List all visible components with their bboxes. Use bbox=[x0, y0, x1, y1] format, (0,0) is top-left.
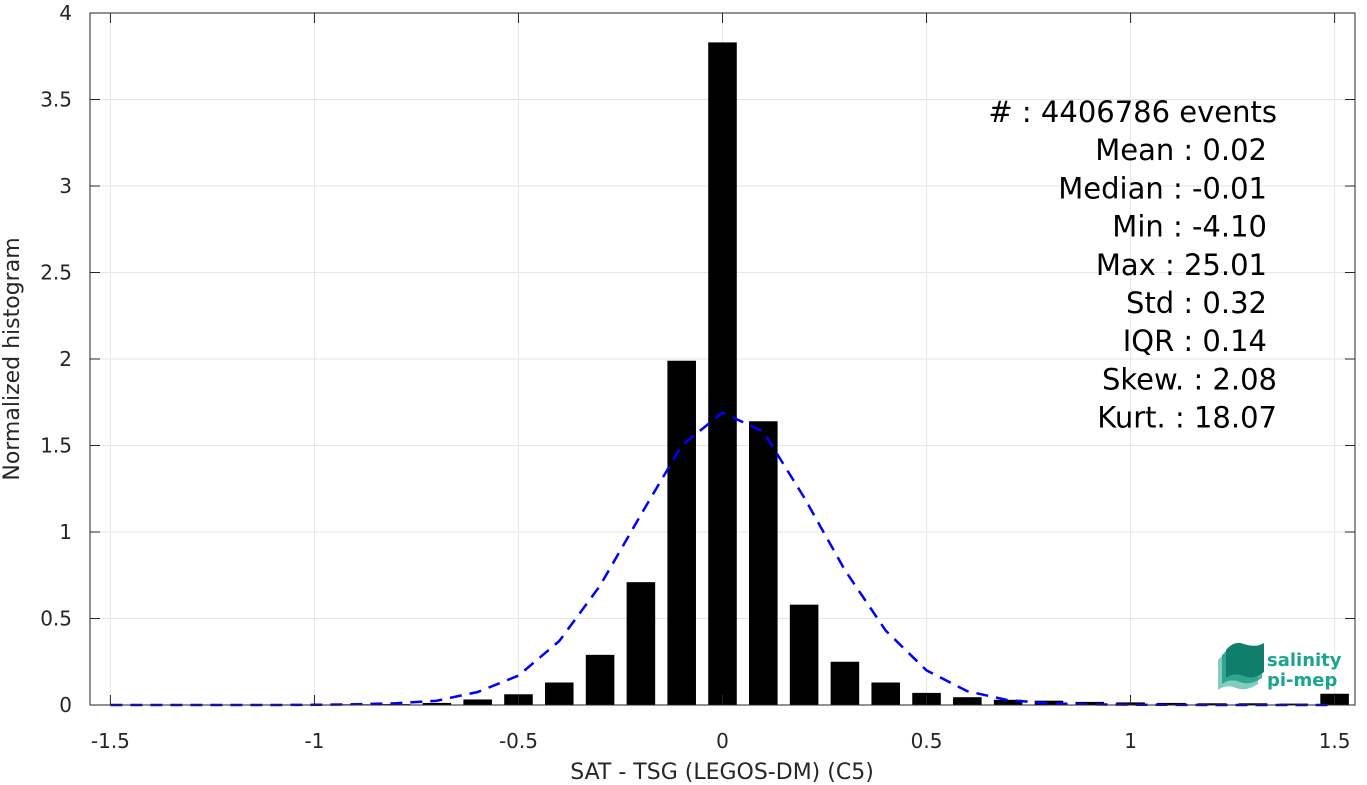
histogram-bar bbox=[789, 604, 819, 705]
x-tick-label: 1.5 bbox=[1319, 729, 1351, 753]
x-tick-label: -1.5 bbox=[91, 729, 130, 753]
y-tick-label: 2.5 bbox=[40, 261, 72, 285]
histogram-bar bbox=[1197, 703, 1227, 705]
y-tick-label: 0.5 bbox=[40, 607, 72, 631]
stats-line: Max : 25.01 bbox=[1096, 248, 1267, 282]
histogram-bar bbox=[1075, 701, 1105, 705]
axes-frame bbox=[89, 12, 1356, 706]
y-tick-label: 1.5 bbox=[40, 434, 72, 458]
y-tick-label: 2 bbox=[59, 347, 72, 371]
stats-box: # : 4406786 events Mean : 0.02 Median : -0… bbox=[988, 95, 1277, 435]
histogram-bar bbox=[871, 682, 901, 705]
stats-line: Kurt. : 18.07 bbox=[1097, 401, 1277, 435]
histogram-bar bbox=[422, 702, 452, 705]
y-tick-label: 3.5 bbox=[40, 88, 72, 112]
histogram-bar bbox=[953, 697, 982, 705]
logo-waves-icon bbox=[1218, 642, 1264, 690]
y-tick-label: 3 bbox=[59, 174, 72, 198]
x-axis-label: SAT - TSG (LEGOS-DM) (C5) bbox=[570, 760, 874, 785]
histogram-bar bbox=[993, 699, 1023, 705]
histogram-bar bbox=[1034, 700, 1064, 705]
salinity-pi-mep-logo: salinity pi-mep bbox=[1218, 642, 1342, 691]
tick-labels: -1.5 -1 -0.5 0 0.5 1 1.5 0 0.5 1 1.5 2 2.5 3 3.5 4 bbox=[40, 1, 1350, 753]
x-tick-label: -1 bbox=[304, 729, 324, 753]
y-tick-label: 4 bbox=[59, 1, 72, 25]
histogram-bar bbox=[585, 654, 615, 705]
stats-line: Std : 0.32 bbox=[1126, 286, 1267, 320]
stats-line: # : 4406786 events bbox=[988, 95, 1277, 129]
y-axis-label: Normalized histogram bbox=[0, 237, 25, 480]
histogram-bar bbox=[667, 360, 696, 705]
histogram-bar bbox=[749, 421, 778, 705]
histogram-bar bbox=[1157, 702, 1186, 705]
histogram-bar bbox=[830, 661, 860, 705]
histogram-bar bbox=[708, 42, 737, 706]
x-tick-label: -0.5 bbox=[499, 729, 538, 753]
histogram-bar bbox=[1238, 703, 1268, 705]
y-tick-label: 1 bbox=[59, 520, 72, 544]
stats-line: IQR : 0.14 bbox=[1123, 324, 1267, 358]
stats-line: Skew. : 2.08 bbox=[1102, 362, 1277, 396]
x-tick-label: 0 bbox=[716, 729, 729, 753]
x-tick-label: 1 bbox=[1124, 729, 1137, 753]
histogram-bar bbox=[463, 699, 492, 705]
stats-line: Median : -0.01 bbox=[1058, 171, 1267, 205]
stats-line: Mean : 0.02 bbox=[1095, 133, 1267, 167]
histogram-bar bbox=[544, 682, 574, 705]
histogram-bars bbox=[96, 42, 1349, 706]
stats-line: Min : -4.10 bbox=[1112, 210, 1267, 244]
histogram-bar bbox=[626, 582, 656, 705]
logo-line-2: pi-mep bbox=[1267, 670, 1337, 691]
logo-line-1: salinity bbox=[1267, 650, 1342, 671]
x-tick-label: 0.5 bbox=[911, 729, 943, 753]
histogram-bar bbox=[1279, 703, 1309, 705]
y-tick-label: 0 bbox=[59, 693, 72, 717]
